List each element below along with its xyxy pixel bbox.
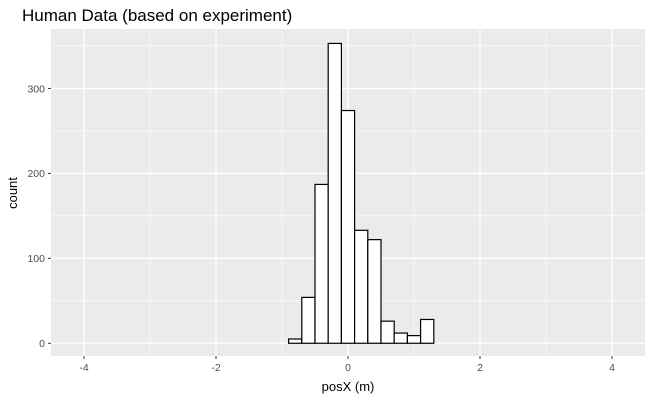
histogram-bar (380, 320, 395, 344)
histogram-bar (288, 338, 303, 344)
x-tick-label: 4 (609, 362, 615, 374)
y-axis-title: count (5, 177, 20, 209)
y-tick-label: 200 (27, 168, 45, 180)
x-tick-label: 2 (477, 362, 483, 374)
histogram-bar (327, 42, 343, 344)
x-tick-label: 0 (345, 362, 351, 374)
histogram-bar (367, 239, 382, 344)
x-axis-ticks: -4 -2 0 2 4 (79, 356, 615, 374)
histogram-bar (301, 296, 316, 344)
y-axis-ticks: 0 100 200 300 (27, 83, 51, 350)
y-tick-label: 0 (39, 338, 45, 350)
y-tick-label: 100 (27, 253, 45, 265)
x-tick-label: -2 (211, 362, 220, 374)
chart-title: Human Data (based on experiment) (22, 6, 292, 25)
histogram-bar (393, 332, 409, 344)
x-axis-title: posX (m) (322, 379, 375, 394)
histogram-bar (406, 335, 422, 344)
histogram-bar (420, 318, 435, 344)
histogram-bar (354, 229, 369, 344)
histogram-bar (340, 109, 356, 344)
histogram-bars (288, 42, 435, 344)
x-tick-label: -4 (79, 362, 88, 374)
histogram-bar (314, 183, 329, 344)
y-tick-label: 300 (27, 83, 45, 95)
